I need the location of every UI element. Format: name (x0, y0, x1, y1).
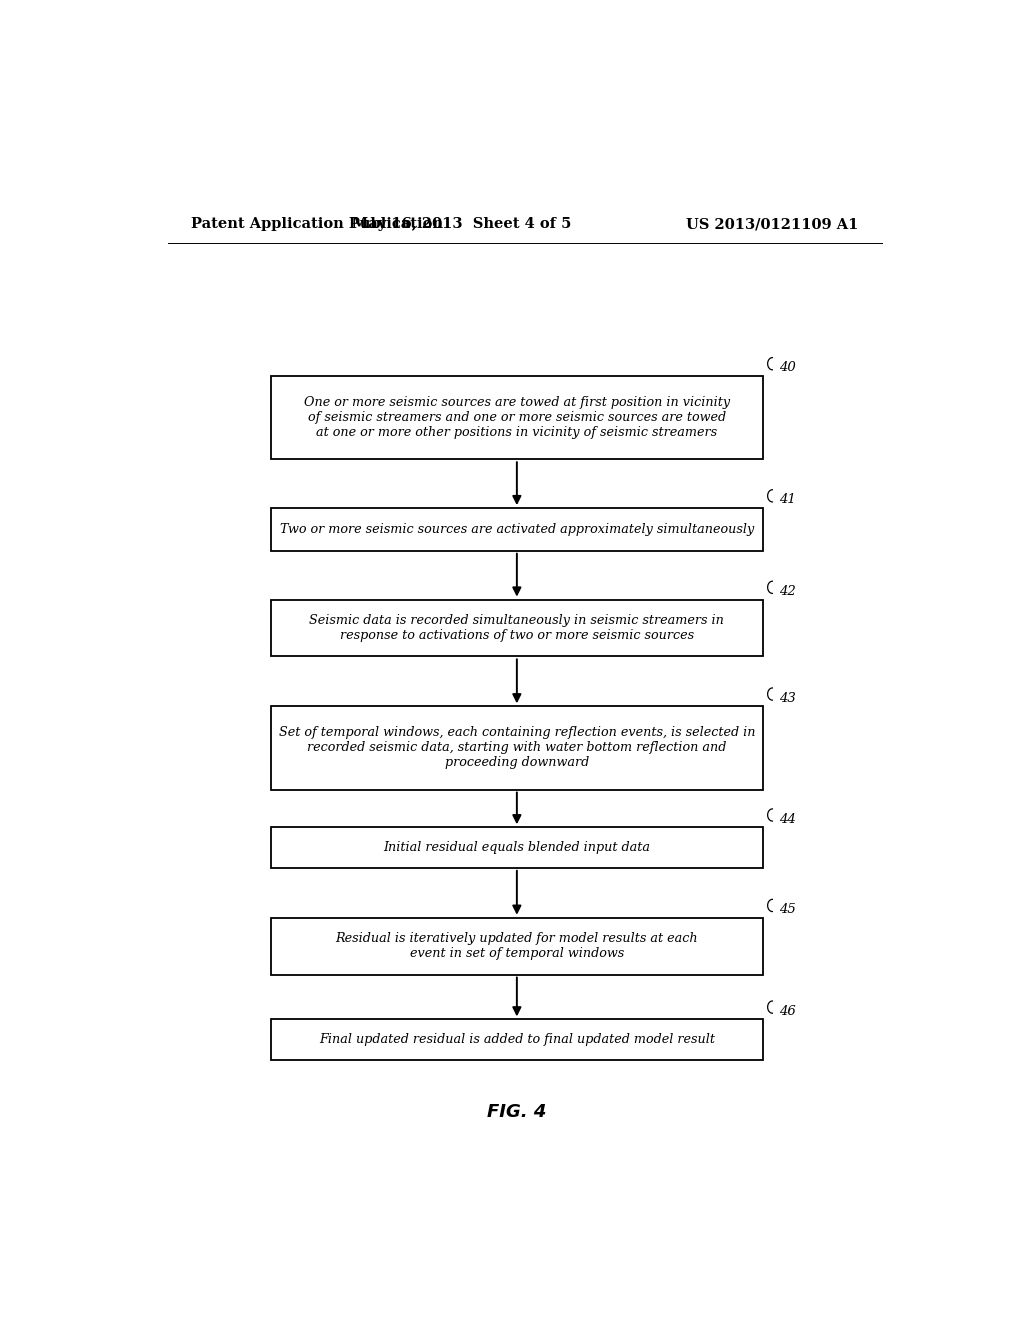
Text: Set of temporal windows, each containing reflection events, is selected in
recor: Set of temporal windows, each containing… (279, 726, 755, 770)
FancyBboxPatch shape (270, 599, 763, 656)
Text: One or more seismic sources are towed at first position in vicinity
of seismic s: One or more seismic sources are towed at… (304, 396, 730, 440)
Text: 41: 41 (779, 494, 797, 507)
Text: 43: 43 (779, 692, 797, 705)
FancyBboxPatch shape (270, 917, 763, 974)
Text: Two or more seismic sources are activated approximately simultaneously: Two or more seismic sources are activate… (280, 523, 754, 536)
Text: FIG. 4: FIG. 4 (487, 1102, 547, 1121)
Text: US 2013/0121109 A1: US 2013/0121109 A1 (686, 218, 858, 231)
Text: Patent Application Publication: Patent Application Publication (191, 218, 443, 231)
Text: Residual is iteratively updated for model results at each
event in set of tempor: Residual is iteratively updated for mode… (336, 932, 698, 960)
Text: 42: 42 (779, 585, 797, 598)
Text: May 16, 2013  Sheet 4 of 5: May 16, 2013 Sheet 4 of 5 (351, 218, 571, 231)
Text: Seismic data is recorded simultaneously in seismic streamers in
response to acti: Seismic data is recorded simultaneously … (309, 614, 724, 642)
FancyBboxPatch shape (270, 508, 763, 550)
FancyBboxPatch shape (270, 1019, 763, 1060)
Text: Initial residual equals blended input data: Initial residual equals blended input da… (383, 841, 650, 854)
FancyBboxPatch shape (270, 706, 763, 789)
Text: Final updated residual is added to final updated model result: Final updated residual is added to final… (318, 1034, 715, 1047)
Text: 40: 40 (779, 362, 797, 375)
Text: 45: 45 (779, 903, 797, 916)
Text: 46: 46 (779, 1005, 797, 1018)
FancyBboxPatch shape (270, 376, 763, 459)
FancyBboxPatch shape (270, 828, 763, 867)
Text: 44: 44 (779, 813, 797, 825)
